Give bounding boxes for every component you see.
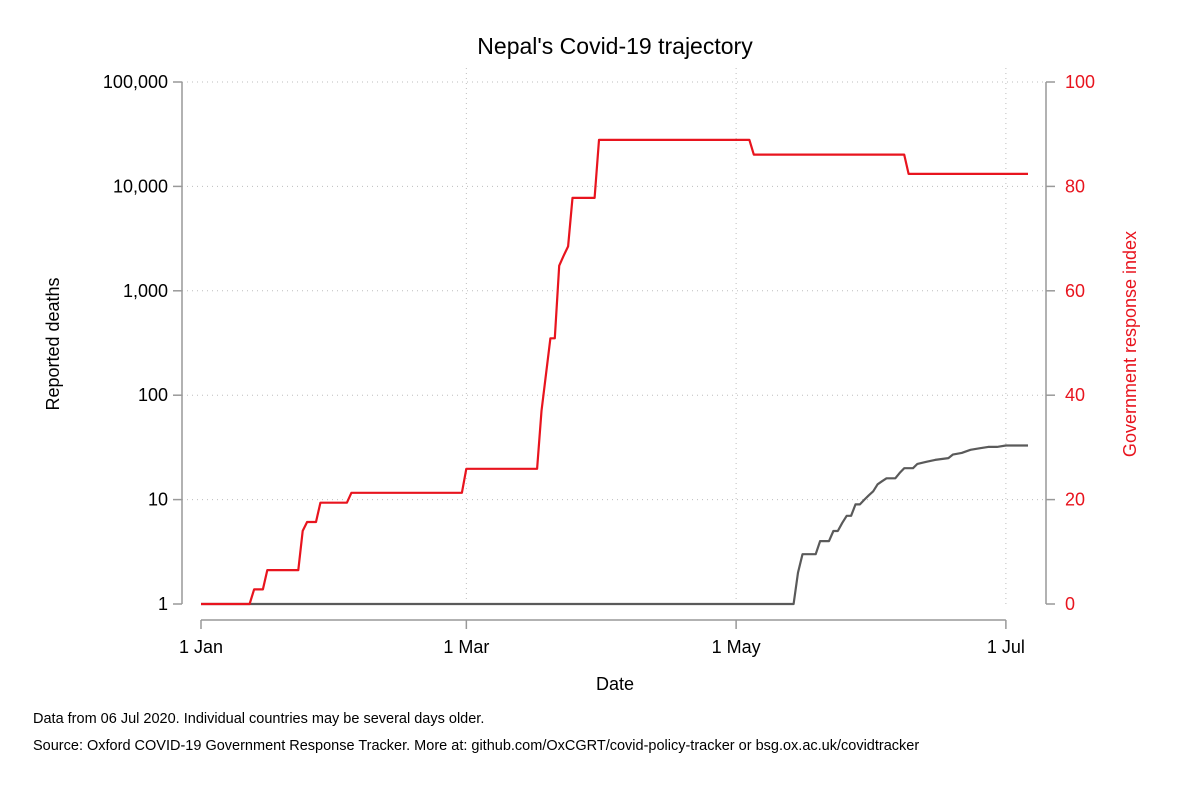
axes: [181, 82, 1047, 621]
left-axis-ticks: 1 10 100 1,000 10,000 100,000: [103, 72, 182, 614]
left-tick-label: 10,000: [113, 176, 168, 196]
left-tick-label: 100: [138, 385, 168, 405]
x-axis-ticks: 1 Jan 1 Mar 1 May 1 Jul: [179, 620, 1025, 657]
right-tick-label: 80: [1065, 176, 1085, 196]
left-tick-label: 100,000: [103, 72, 168, 92]
left-tick-label: 1: [158, 594, 168, 614]
right-axis-label: Government response index: [1120, 231, 1140, 457]
right-tick-label: 40: [1065, 385, 1085, 405]
right-axis-ticks: 0 20 40 60 80 100: [1046, 72, 1095, 614]
right-tick-label: 60: [1065, 281, 1085, 301]
left-tick-label: 10: [148, 490, 168, 510]
gridlines: [182, 68, 1046, 604]
right-tick-label: 0: [1065, 594, 1075, 614]
plot-series: [201, 138, 1028, 606]
chart: Nepal's Covid-19 trajectory 1101001,0001…: [43, 33, 1140, 694]
right-tick-label: 20: [1065, 490, 1085, 510]
x-tick-label: 1 May: [712, 637, 761, 657]
chart-title: Nepal's Covid-19 trajectory: [477, 33, 753, 59]
x-axis-label: Date: [596, 674, 634, 694]
left-axis-label: Reported deaths: [43, 277, 63, 410]
right-tick-label: 100: [1065, 72, 1095, 92]
deaths-line: [201, 444, 1028, 606]
left-tick-label: 1,000: [123, 281, 168, 301]
response-line: [201, 138, 1028, 606]
x-tick-label: 1 Mar: [443, 637, 489, 657]
source-note: Source: Oxford COVID-19 Government Respo…: [33, 738, 920, 754]
data-date-note: Data from 06 Jul 2020. Individual countr…: [33, 711, 485, 727]
x-tick-label: 1 Jan: [179, 637, 223, 657]
x-tick-label: 1 Jul: [987, 637, 1025, 657]
